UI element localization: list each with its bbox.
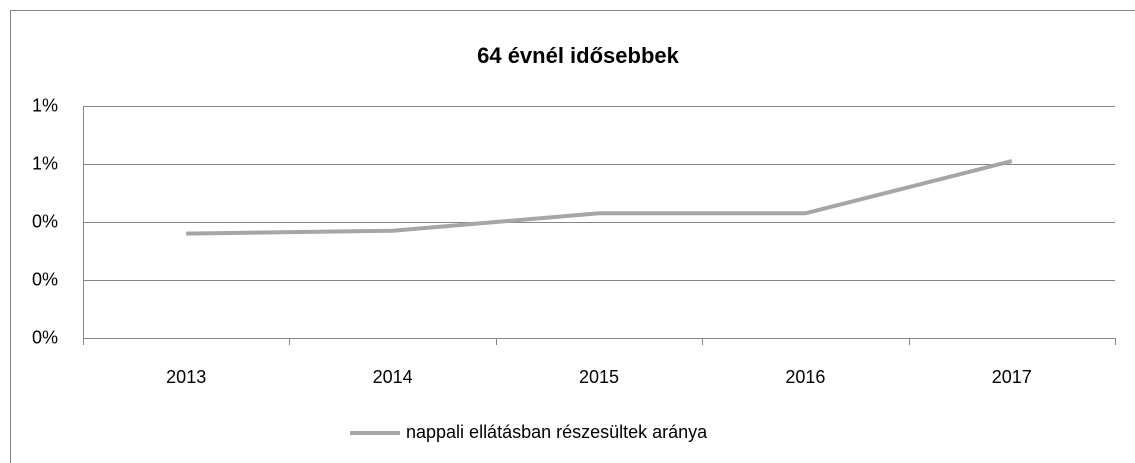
y-tick-label: 0% (32, 269, 58, 289)
chart-title: 64 évnél idősebbek (477, 43, 680, 68)
y-tick-label: 0% (32, 211, 58, 231)
x-tick-label: 2015 (579, 367, 619, 387)
x-tick-label: 2014 (373, 367, 413, 387)
x-tick-label: 2017 (992, 367, 1032, 387)
data-line (186, 159, 1013, 236)
legend-label: nappali ellátásban részesültek aránya (406, 422, 708, 442)
y-tick-label: 1% (32, 153, 58, 173)
y-tick-label: 0% (32, 327, 58, 347)
y-tick-label: 1% (32, 95, 58, 115)
x-tick-label: 2016 (785, 367, 825, 387)
x-tick-label: 2013 (166, 367, 206, 387)
chart-frame (10, 10, 1135, 463)
